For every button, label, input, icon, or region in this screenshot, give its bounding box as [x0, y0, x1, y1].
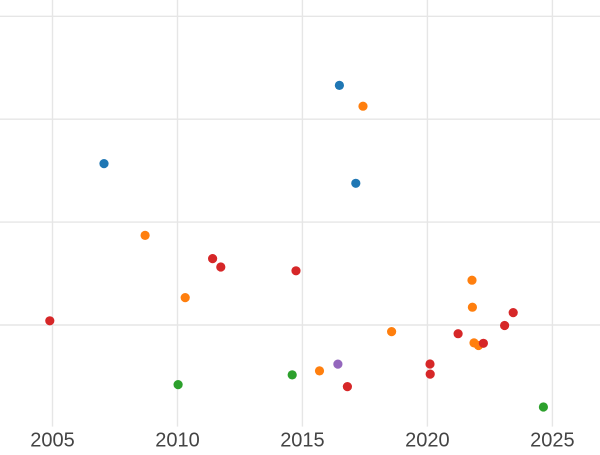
svg-text:2010: 2010 — [155, 430, 200, 451]
svg-text:2025: 2025 — [530, 430, 575, 451]
svg-text:2005: 2005 — [30, 430, 75, 451]
svg-text:2015: 2015 — [280, 430, 325, 451]
svg-text:2020: 2020 — [405, 430, 450, 451]
